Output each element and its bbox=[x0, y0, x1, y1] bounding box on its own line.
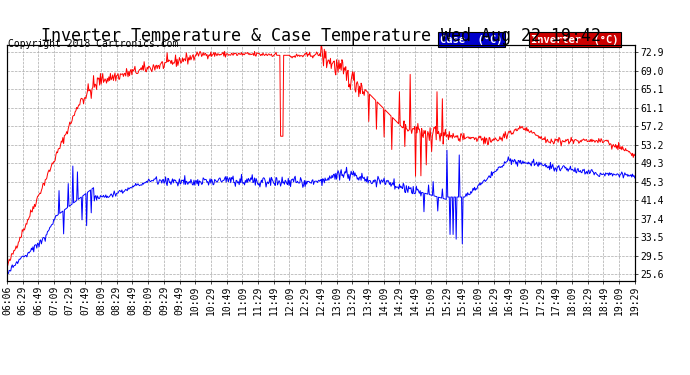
Text: Inverter  (°C): Inverter (°C) bbox=[531, 34, 619, 45]
Text: Copyright 2018 Cartronics.com: Copyright 2018 Cartronics.com bbox=[8, 39, 179, 50]
Text: Case  (°C): Case (°C) bbox=[440, 34, 502, 45]
Title: Inverter Temperature & Case Temperature Wed Aug 22 19:42: Inverter Temperature & Case Temperature … bbox=[41, 27, 601, 45]
